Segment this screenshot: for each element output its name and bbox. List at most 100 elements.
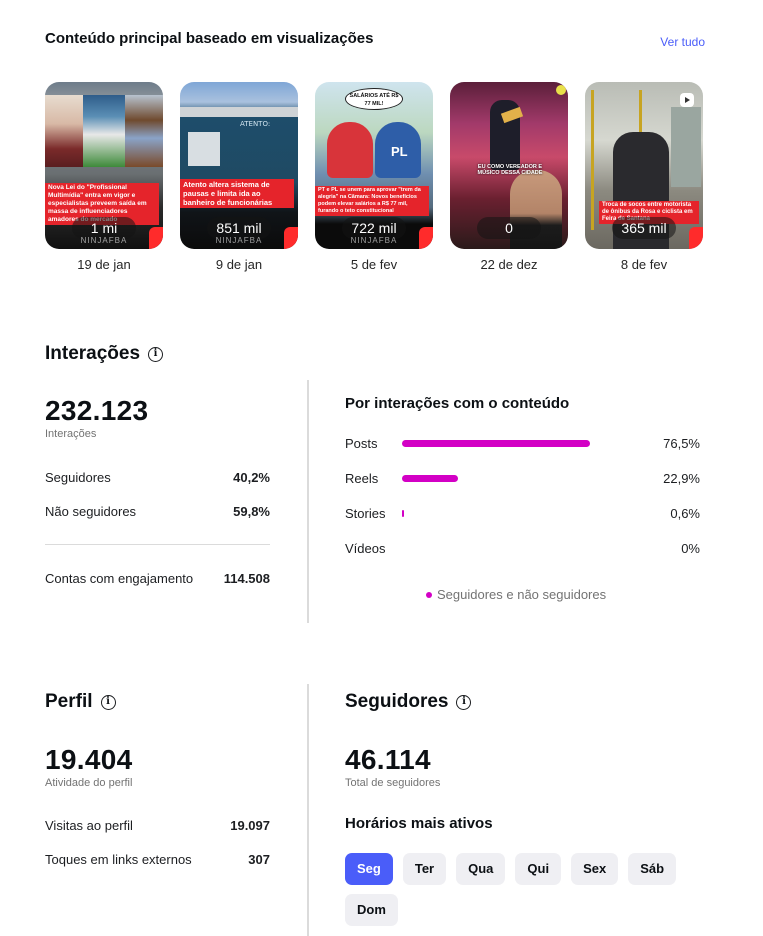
bar-fill: [402, 474, 458, 482]
content-date: 5 de fev: [350, 257, 398, 272]
thumbnail-caption: PT e PL se unem para aprovar "trem da al…: [315, 186, 429, 216]
row-value: 307: [248, 852, 270, 867]
followers-total-label: Total de seguidores: [345, 777, 441, 789]
profile-visits-row: Visitas ao perfil 19.097: [45, 818, 270, 833]
content-item: Nova Lei do "Profissional Multimídia" en…: [45, 82, 163, 272]
day-tab-qui[interactable]: Qui: [515, 853, 562, 885]
bar-track: [402, 509, 640, 517]
vertical-divider: [307, 380, 309, 623]
legend-dot-icon: [426, 591, 432, 598]
views-count: 0: [477, 217, 541, 239]
info-icon[interactable]: i: [148, 346, 164, 362]
followers-total: 46.114: [345, 744, 431, 775]
bar-value: 0,6%: [670, 505, 700, 521]
day-tab-sex[interactable]: Sex: [571, 853, 619, 885]
followers-share-row: Seguidores 40,2%: [45, 470, 270, 485]
breakdown-title: Por interações com o conteúdo: [345, 395, 570, 412]
views-count: 1 mi: [72, 217, 136, 239]
content-date: 8 de fev: [620, 257, 668, 272]
interactions-total-label: Interações: [45, 428, 97, 440]
content-thumbnail[interactable]: Nova Lei do "Profissional Multimídia" en…: [45, 82, 163, 249]
profile-heading: Perfil i: [45, 691, 116, 713]
bar-value: 76,5%: [663, 435, 700, 451]
corner-badge: [149, 227, 163, 249]
bar-label: Reels: [345, 470, 379, 486]
content-date: 9 de jan: [215, 257, 263, 272]
top-content-header: Conteúdo principal baseado em visualizaç…: [45, 30, 705, 52]
bar-value: 22,9%: [663, 470, 700, 486]
content-item: PL SALÁRIOS ATÉ R$ 77 MIL! PT e PL se un…: [315, 82, 433, 272]
top-content-list: Nova Lei do "Profissional Multimídia" en…: [45, 82, 703, 272]
thumbnail-caption: EU COMO VEREADOR E MÚSICO DESSA CIDADE: [477, 164, 543, 176]
row-label: Toques em links externos: [45, 852, 192, 867]
content-item: EU COMO VEREADOR E MÚSICO DESSA CIDADE 0…: [450, 82, 568, 272]
content-item: Troca de socos entre motorista de ônibus…: [585, 82, 703, 272]
content-thumbnail[interactable]: Troca de socos entre motorista de ônibus…: [585, 82, 703, 249]
divider: [45, 544, 270, 545]
day-tab-sab[interactable]: Sáb: [628, 853, 677, 885]
bar-row-videos: Vídeos 0%: [345, 539, 700, 557]
vertical-divider: [307, 684, 309, 936]
corner-badge: [284, 227, 298, 249]
non-followers-share-row: Não seguidores 59,8%: [45, 504, 270, 519]
bar-row-posts: Posts 76,5%: [345, 434, 700, 452]
interactions-heading: Interações i: [45, 343, 164, 365]
engaged-accounts-row: Contas com engajamento 114.508: [45, 571, 270, 586]
content-date: 19 de jan: [77, 257, 131, 272]
row-label: Não seguidores: [45, 504, 137, 519]
corner-badge: [689, 227, 703, 249]
bar-row-stories: Stories 0,6%: [345, 504, 700, 522]
day-tab-ter[interactable]: Ter: [402, 853, 447, 885]
interactions-title: Interações: [45, 343, 141, 364]
profile-total-label: Atividade do perfil: [45, 777, 133, 789]
row-label: Visitas ao perfil: [45, 818, 133, 833]
profile-title: Perfil: [45, 691, 93, 712]
bar-fill: [402, 509, 404, 517]
profile-total: 19.404: [45, 744, 133, 775]
bar-label: Vídeos: [345, 540, 386, 556]
row-label: Seguidores: [45, 470, 111, 485]
bar-value: 0%: [681, 540, 700, 556]
watermark: NINJAFBA: [80, 236, 128, 245]
row-value: 19.097: [230, 818, 270, 833]
bar-label: Stories: [345, 505, 386, 521]
legend-label: Seguidores e não seguidores: [437, 587, 607, 602]
top-content-title: Conteúdo principal baseado em visualizaç…: [45, 30, 374, 47]
bar-fill: [402, 439, 590, 447]
watermark: NINJAFBA: [350, 236, 398, 245]
content-thumbnail[interactable]: ATENTO: Atento altera sistema de pausas …: [180, 82, 298, 249]
speech-bubble: SALÁRIOS ATÉ R$ 77 MIL!: [345, 88, 403, 110]
watermark: NINJAFBA: [215, 236, 263, 245]
bar-track: [402, 474, 640, 482]
see-all-link[interactable]: Ver tudo: [660, 35, 705, 49]
bar-label: Posts: [345, 435, 378, 451]
row-label: Contas com engajamento: [45, 571, 194, 586]
content-thumbnail[interactable]: EU COMO VEREADOR E MÚSICO DESSA CIDADE 0: [450, 82, 568, 249]
bar-row-reels: Reels 22,9%: [345, 469, 700, 487]
followers-heading: Seguidores i: [345, 691, 472, 713]
views-count: 722 mil: [342, 217, 406, 239]
views-count: 851 mil: [207, 217, 271, 239]
chart-legend: Seguidores e não seguidores: [426, 587, 606, 602]
row-value: 59,8%: [233, 504, 270, 519]
day-tab-qua[interactable]: Qua: [456, 853, 506, 885]
reel-icon: [680, 93, 694, 107]
corner-badge: [419, 227, 433, 249]
bar-track: [402, 439, 640, 447]
row-value: 114.508: [223, 571, 270, 586]
interactions-total: 232.123: [45, 395, 149, 426]
profile-summary: 19.404 Atividade do perfil: [45, 744, 270, 789]
views-count: 365 mil: [612, 217, 676, 239]
followers-summary: 46.114 Total de seguidores: [345, 744, 645, 789]
info-icon[interactable]: i: [456, 694, 472, 710]
content-date: 22 de dez: [480, 257, 538, 272]
external-link-taps-row: Toques em links externos 307: [45, 852, 270, 867]
info-icon[interactable]: i: [100, 694, 116, 710]
thumbnail-caption: Atento altera sistema de pausas e limita…: [180, 179, 294, 208]
row-value: 40,2%: [233, 470, 270, 485]
day-tab-seg[interactable]: Seg: [345, 853, 393, 885]
content-item: ATENTO: Atento altera sistema de pausas …: [180, 82, 298, 272]
content-thumbnail[interactable]: PL SALÁRIOS ATÉ R$ 77 MIL! PT e PL se un…: [315, 82, 433, 249]
day-tab-dom[interactable]: Dom: [345, 894, 398, 926]
interactions-summary: 232.123 Interações: [45, 395, 270, 440]
